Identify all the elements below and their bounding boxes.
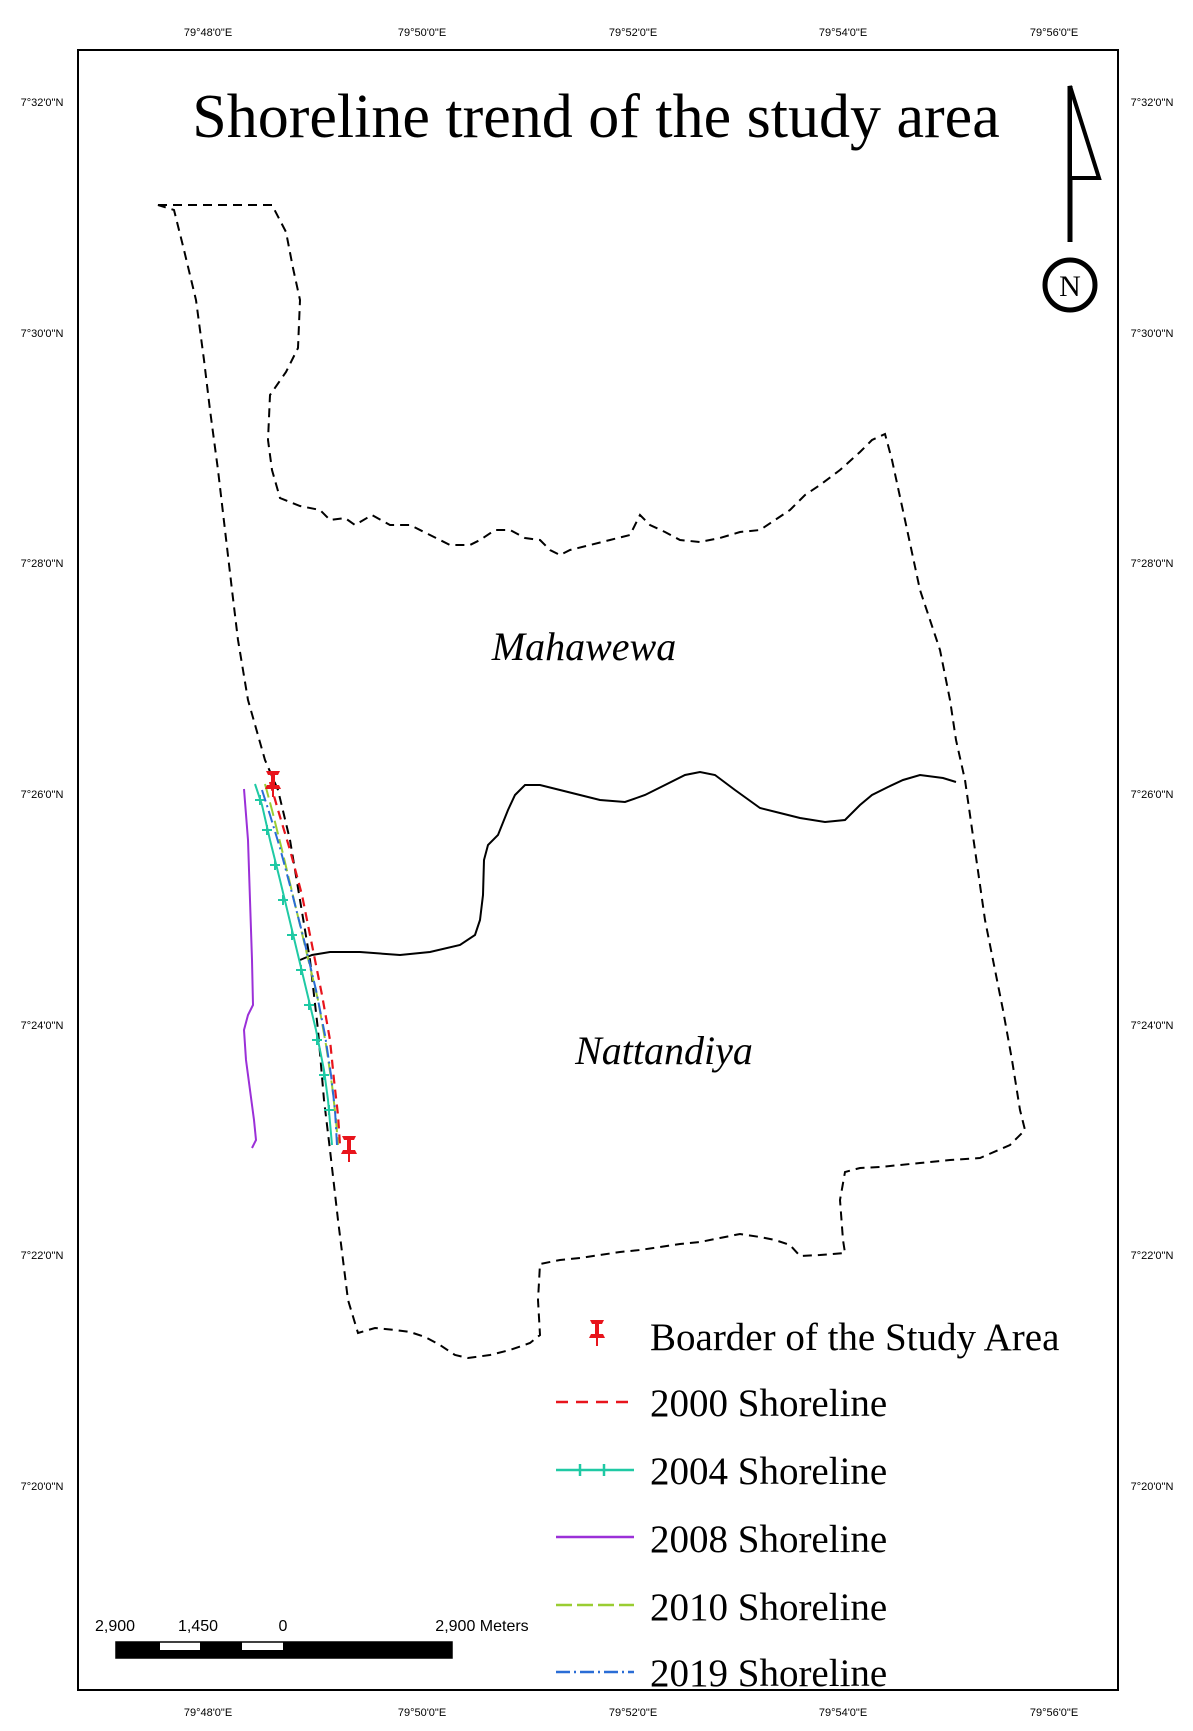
legend-label-2019: 2019 Shoreline — [650, 1652, 887, 1695]
lon-label-bottom-3: 79°52'0"E — [609, 1707, 657, 1719]
lon-label-top-3: 79°52'0"E — [609, 27, 657, 39]
lon-label-bottom-5: 79°56'0"E — [1030, 1707, 1078, 1719]
lat-label-right-2: 7°30'0"N — [1131, 328, 1174, 340]
scale-label-1450: 1,450 — [178, 1618, 218, 1635]
lat-label-left-2: 7°30'0"N — [21, 328, 64, 340]
shoreline-2004 — [254, 783, 333, 1146]
legend: Boarder of the Study Area 2000 Shoreline… — [556, 1316, 1059, 1695]
legend-label-2008: 2008 Shoreline — [650, 1518, 887, 1561]
lon-label-bottom-2: 79°50'0"E — [398, 1707, 446, 1719]
map-title: Shoreline trend of the study area — [192, 83, 999, 151]
legend-label-border: Boarder of the Study Area — [650, 1316, 1059, 1359]
lat-label-left-5: 7°24'0"N — [21, 1020, 64, 1032]
lat-label-left-4: 7°26'0"N — [21, 789, 64, 801]
lat-label-right-7: 7°20'0"N — [1131, 1481, 1174, 1493]
legend-label-2004: 2004 Shoreline — [650, 1450, 887, 1493]
legend-symbol-2004 — [556, 1464, 634, 1476]
lon-label-top-1: 79°48'0"E — [184, 27, 232, 39]
legend-label-2010: 2010 Shoreline — [650, 1586, 887, 1629]
lat-label-left-3: 7°28'0"N — [21, 558, 64, 570]
scale-label-2900-right: 2,900 Meters — [435, 1618, 528, 1635]
scale-label-2900-left: 2,900 — [95, 1618, 135, 1635]
shoreline-2004-markers — [255, 795, 334, 1115]
north-arrow-icon: N — [1042, 85, 1102, 313]
right-lat-labels: 7°32'0"N 7°30'0"N 7°28'0"N 7°26'0"N 7°24… — [1131, 97, 1174, 1493]
top-lon-labels: 79°48'0"E 79°50'0"E 79°52'0"E 79°54'0"E … — [184, 27, 1078, 39]
lon-label-top-2: 79°50'0"E — [398, 27, 446, 39]
left-lat-labels: 7°32'0"N 7°30'0"N 7°28'0"N 7°26'0"N 7°24… — [21, 97, 64, 1493]
legend-pin-icon — [589, 1320, 605, 1346]
legend-label-2000: 2000 Shoreline — [650, 1382, 887, 1425]
lon-label-bottom-1: 79°48'0"E — [184, 1707, 232, 1719]
scale-label-0: 0 — [279, 1618, 288, 1635]
lat-label-right-4: 7°26'0"N — [1131, 789, 1174, 801]
lat-label-left-6: 7°22'0"N — [21, 1250, 64, 1262]
lat-label-left-1: 7°32'0"N — [21, 97, 64, 109]
lat-label-right-1: 7°32'0"N — [1131, 97, 1174, 109]
study-area-border-pin-icon — [265, 771, 281, 797]
shoreline-2019 — [261, 789, 338, 1146]
place-label-mahawewa: Mahawewa — [491, 624, 676, 669]
study-area-boundary — [157, 204, 1027, 1360]
map-frame — [77, 49, 1119, 1691]
shoreline-2000 — [268, 781, 342, 1146]
lat-label-left-7: 7°20'0"N — [21, 1481, 64, 1493]
bottom-lon-labels: 79°48'0"E 79°50'0"E 79°52'0"E 79°54'0"E … — [184, 1707, 1078, 1719]
study-area-border-pin-icon — [341, 1136, 357, 1162]
lat-label-right-3: 7°28'0"N — [1131, 558, 1174, 570]
lat-label-right-6: 7°22'0"N — [1131, 1250, 1174, 1262]
scale-bar: 2,900 1,450 0 2,900 Meters — [95, 1618, 529, 1659]
division-boundary — [299, 770, 957, 961]
shorelines — [242, 781, 342, 1149]
place-label-nattandiya: Nattandiya — [574, 1028, 753, 1073]
lat-label-right-5: 7°24'0"N — [1131, 1020, 1174, 1032]
shoreline-2010 — [264, 783, 339, 1146]
lon-label-top-5: 79°56'0"E — [1030, 27, 1078, 39]
lon-label-bottom-4: 79°54'0"E — [819, 1707, 867, 1719]
north-arrow-letter: N — [1059, 270, 1081, 303]
lon-label-top-4: 79°54'0"E — [819, 27, 867, 39]
shoreline-2008 — [242, 788, 258, 1149]
